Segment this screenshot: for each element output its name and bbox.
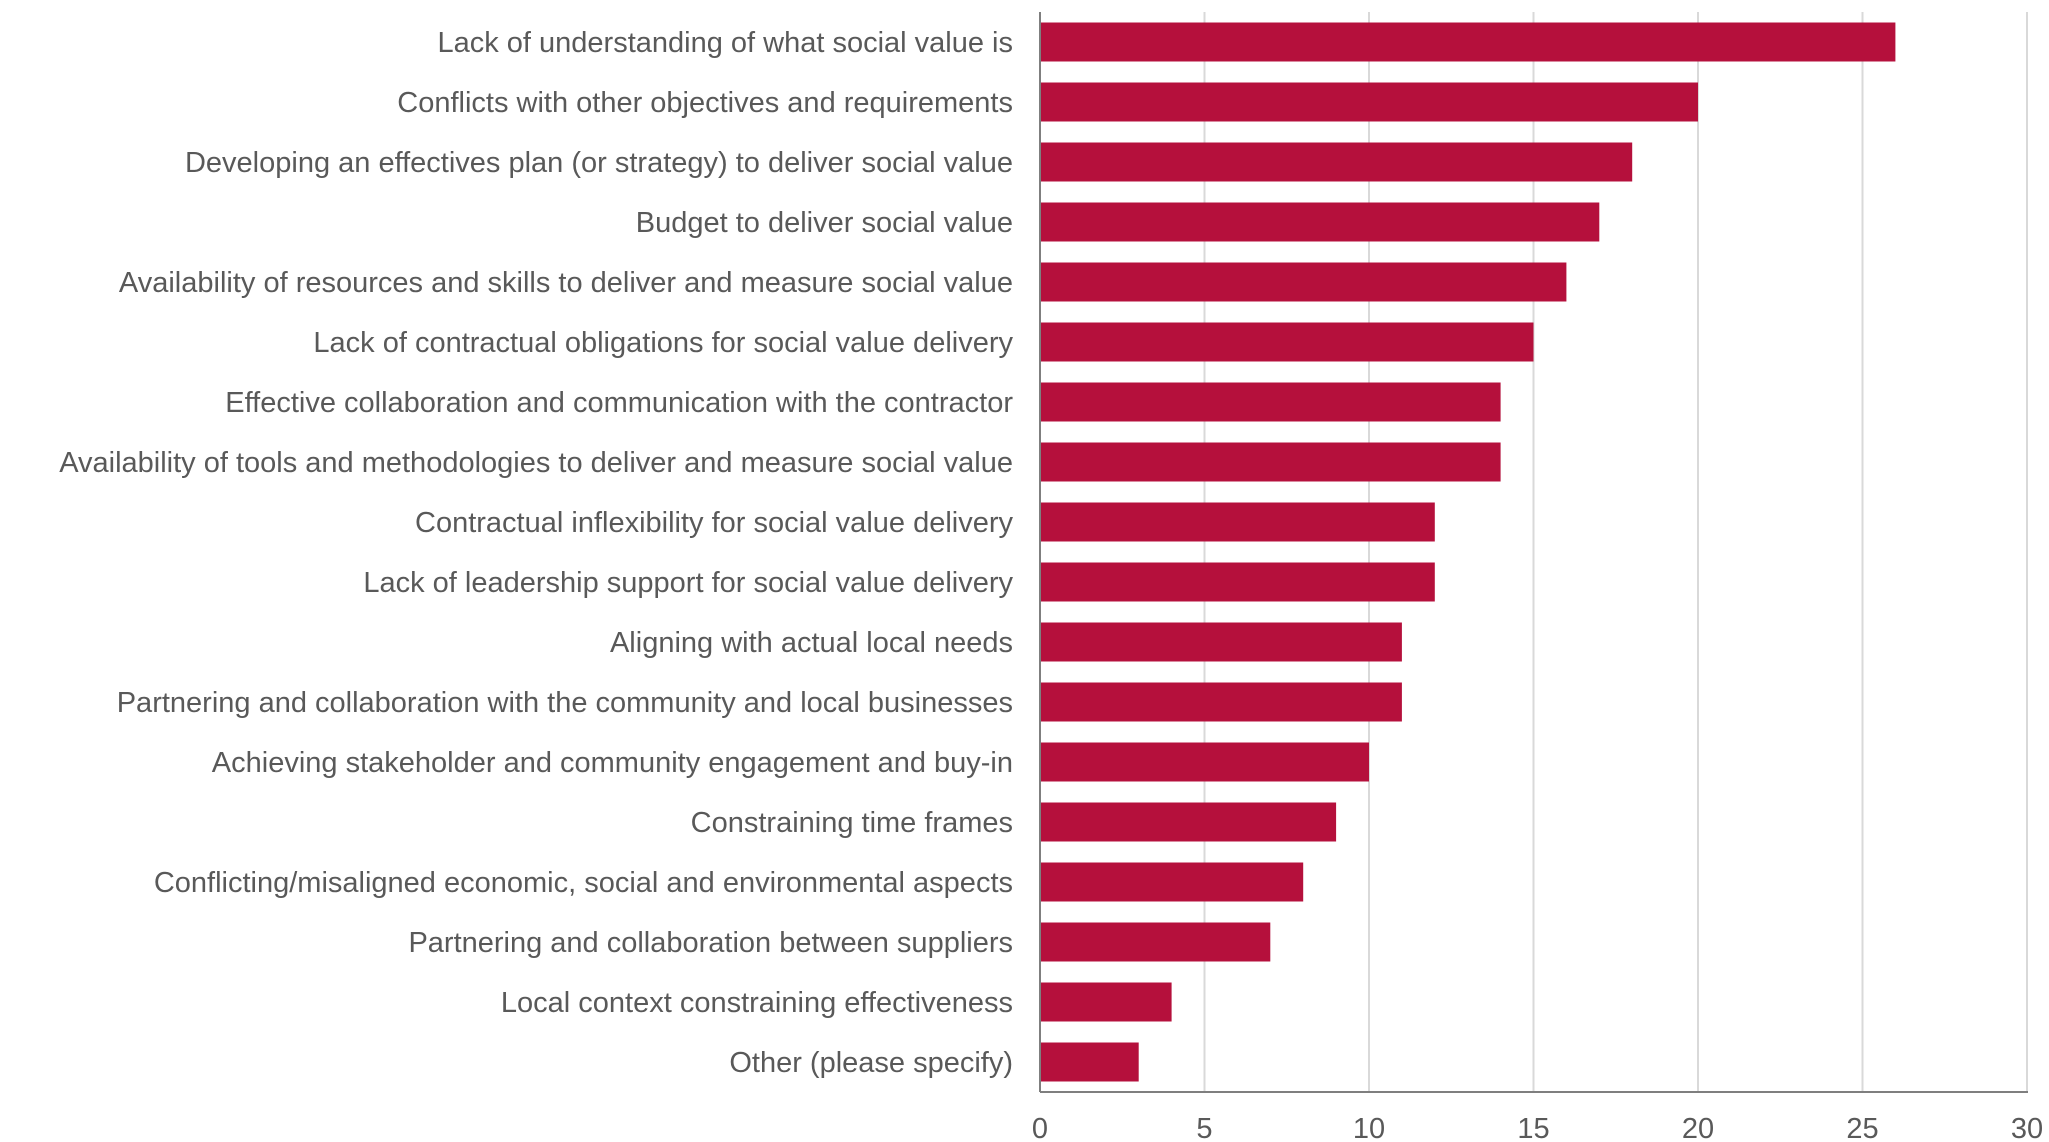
category-label: Lack of understanding of what social val… (437, 27, 1013, 59)
bar (1040, 982, 1172, 1022)
bar (1040, 382, 1501, 422)
bar (1040, 562, 1435, 602)
category-label: Partnering and collaboration between sup… (408, 927, 1013, 959)
category-label: Developing an effectives plan (or strate… (185, 147, 1013, 179)
category-label: Availability of tools and methodologies … (59, 447, 1013, 479)
category-label: Lack of leadership support for social va… (363, 567, 1013, 599)
axes (1039, 12, 2028, 1093)
bar (1040, 202, 1600, 242)
x-tick-label: 15 (1517, 1113, 1549, 1142)
bar (1040, 862, 1304, 902)
bar (1040, 82, 1698, 122)
category-label: Achieving stakeholder and community enga… (212, 747, 1013, 779)
x-tick-label: 10 (1353, 1113, 1385, 1142)
x-tick-label: 20 (1682, 1113, 1714, 1142)
bar (1040, 262, 1567, 302)
x-tick-label: 25 (1846, 1113, 1878, 1142)
bar (1040, 142, 1633, 182)
gridlines (1203, 12, 2028, 1092)
bar (1040, 502, 1435, 542)
category-label: Partnering and collaboration with the co… (117, 687, 1013, 719)
category-label: Effective collaboration and communicatio… (225, 387, 1013, 419)
bars (1040, 22, 1896, 1082)
tick-labels: 0 5 10 15 20 25 30 (1032, 1113, 2043, 1142)
category-label: Contractual inflexibility for social val… (415, 507, 1013, 539)
category-label: Conflicting/misaligned economic, social … (154, 867, 1013, 899)
category-label: Other (please specify) (729, 1047, 1013, 1079)
bar (1040, 1042, 1139, 1082)
category-label: Conflicts with other objectives and requ… (397, 87, 1013, 119)
category-labels: Lack of understanding of what social val… (59, 27, 1013, 1079)
bar (1040, 22, 1896, 62)
bar (1040, 442, 1501, 482)
bar (1040, 322, 1534, 362)
bar (1040, 742, 1369, 782)
x-tick-label: 30 (2011, 1113, 2043, 1142)
category-label: Aligning with actual local needs (610, 627, 1013, 659)
category-label: Lack of contractual obligations for soci… (313, 327, 1013, 359)
category-label: Constraining time frames (691, 807, 1013, 839)
x-tick-label: 5 (1196, 1113, 1212, 1142)
category-label: Budget to deliver social value (636, 207, 1013, 239)
category-label: Local context constraining effectiveness (501, 987, 1013, 1019)
bar (1040, 922, 1271, 962)
x-tick-label: 0 (1032, 1113, 1048, 1142)
category-label: Availability of resources and skills to … (119, 267, 1013, 299)
bar (1040, 802, 1337, 842)
bar (1040, 622, 1402, 662)
bar (1040, 682, 1402, 722)
